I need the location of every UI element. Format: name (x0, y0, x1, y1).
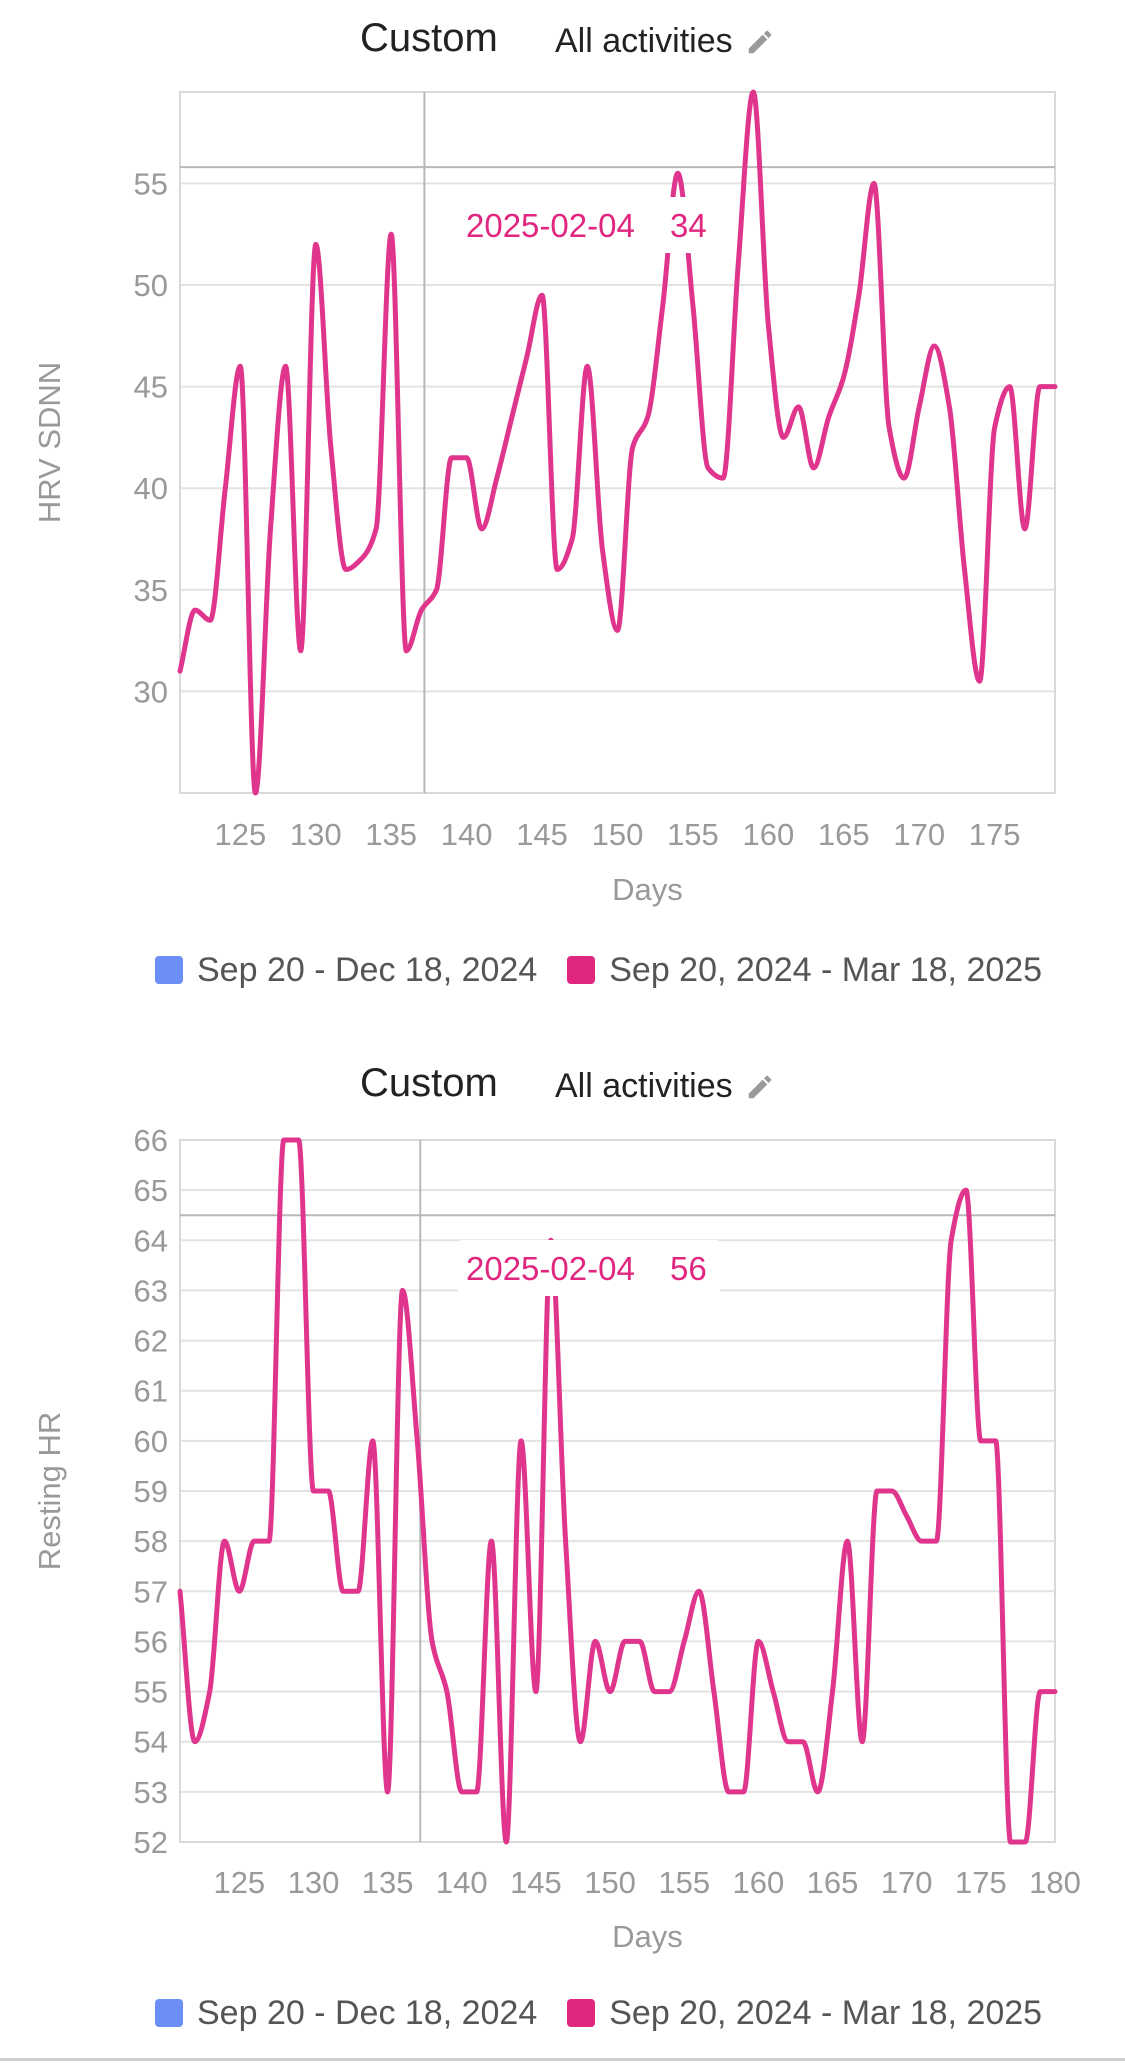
grid (180, 182, 1055, 693)
y-axis: 30 35 40 45 50 55 (134, 166, 168, 709)
pencil-icon (748, 1075, 771, 1098)
x-tick-label: 175 (969, 817, 1021, 852)
x-tick-label: 125 (214, 817, 266, 852)
activity-filter-label: All activities (555, 22, 733, 60)
x-tick-label: 140 (436, 1865, 488, 1900)
legend-item-primary[interactable]: Sep 20, 2024 - Mar 18, 2025 (567, 951, 1042, 990)
x-tick-label: 125 (213, 1865, 265, 1900)
hrv-chart-panel: Custom All activities 30 35 40 45 50 55 125 13… (0, 0, 1125, 1000)
y-tick-label: 35 (134, 573, 168, 608)
chart-header: Custom All activities (0, 1045, 1125, 1135)
tooltip-background (458, 1240, 720, 1296)
y-tick-label: 30 (134, 674, 168, 709)
x-tick-label: 170 (893, 817, 945, 852)
legend-item-comparison[interactable]: Sep 20 - Dec 18, 2024 (155, 951, 537, 990)
y-tick-label: 59 (134, 1474, 168, 1509)
y-tick-label: 57 (134, 1574, 168, 1609)
legend-label: Sep 20, 2024 - Mar 18, 2025 (609, 1993, 1043, 2032)
y-tick-label: 63 (134, 1273, 168, 1308)
legend-swatch-pink (567, 1999, 596, 2027)
legend-swatch-blue (155, 1999, 183, 2027)
bottom-divider (0, 2058, 1125, 2061)
resting-hr-chart-panel: Custom All activities 52 53 54 55 56 57 58 59 60… (0, 1045, 1125, 2064)
y-axis-title: HRV SDNN (32, 362, 67, 523)
x-tick-label: 160 (733, 1865, 785, 1900)
x-tick-label: 140 (441, 817, 493, 852)
legend-item-primary[interactable]: Sep 20, 2024 - Mar 18, 2025 (567, 1994, 1042, 2033)
tooltip-date: 2025-02-04 (466, 207, 635, 244)
y-tick-label: 52 (134, 1825, 168, 1860)
x-tick-label: 155 (667, 817, 719, 852)
legend: Sep 20 - Dec 18, 2024 Sep 20, 2024 - Mar… (155, 1991, 1072, 2035)
x-tick-label: 130 (290, 817, 342, 852)
tooltip-value: 34 (670, 207, 707, 244)
tooltip: 2025-02-04 34 (458, 197, 720, 253)
tooltip-date: 2025-02-04 (466, 1250, 635, 1287)
x-tick-label: 175 (955, 1865, 1007, 1900)
resting-hr-line-chart[interactable]: 52 53 54 55 56 57 58 59 60 61 62 63 64 65 66 125 130 135… (0, 1045, 1125, 2005)
x-tick-label: 135 (362, 1865, 414, 1900)
y-tick-label: 64 (134, 1223, 168, 1258)
y-tick-label: 55 (134, 1675, 168, 1710)
y-tick-label: 45 (134, 370, 168, 405)
period-title: Custom (360, 16, 498, 60)
x-tick-label: 165 (818, 817, 870, 852)
y-tick-label: 56 (134, 1624, 168, 1659)
tooltip-value: 56 (670, 1250, 707, 1287)
y-tick-label: 61 (134, 1374, 168, 1409)
tooltip-background (458, 197, 720, 253)
x-axis: 125 130 135 140 145 150 155 160 165 170 175 (214, 817, 1020, 852)
x-tick-label: 155 (658, 1865, 710, 1900)
y-tick-label: 54 (134, 1725, 168, 1760)
activity-filter-button[interactable]: All activities (555, 1067, 775, 1106)
x-tick-label: 150 (584, 1865, 636, 1900)
x-tick-label: 145 (510, 1865, 562, 1900)
y-tick-label: 62 (134, 1324, 168, 1359)
y-tick-label: 50 (134, 268, 168, 303)
x-tick-label: 130 (288, 1865, 340, 1900)
x-axis-title: Days (612, 1919, 683, 1954)
legend-swatch-pink (567, 956, 596, 984)
activity-filter-label: All activities (555, 1067, 733, 1105)
y-tick-label: 60 (134, 1424, 168, 1459)
x-tick-label: 160 (742, 817, 794, 852)
tooltip: 2025-02-04 56 (458, 1240, 720, 1296)
x-tick-label: 180 (1029, 1865, 1081, 1900)
legend-label: Sep 20, 2024 - Mar 18, 2025 (609, 950, 1043, 989)
y-tick-label: 65 (134, 1173, 168, 1208)
x-tick-label: 135 (365, 817, 417, 852)
activity-filter-button[interactable]: All activities (555, 22, 775, 61)
legend-label: Sep 20 - Dec 18, 2024 (197, 950, 538, 989)
period-title: Custom (360, 1061, 498, 1105)
pencil-icon (748, 30, 771, 53)
y-tick-label: 53 (134, 1775, 168, 1810)
y-axis-title: Resting HR (32, 1412, 67, 1571)
x-tick-label: 145 (516, 817, 568, 852)
plot-frame (179, 1139, 1056, 1843)
x-tick-label: 170 (881, 1865, 933, 1900)
x-tick-label: 165 (807, 1865, 859, 1900)
chart-header: Custom All activities (0, 0, 1125, 90)
legend-label: Sep 20 - Dec 18, 2024 (197, 1993, 538, 2032)
hrv-sdnn-line-chart[interactable]: 30 35 40 45 50 55 125 130 135 140 145 150 155 160 165… (0, 0, 1125, 920)
legend-item-comparison[interactable]: Sep 20 - Dec 18, 2024 (155, 1994, 537, 2033)
x-tick-label: 150 (592, 817, 644, 852)
legend: Sep 20 - Dec 18, 2024 Sep 20, 2024 - Mar… (155, 948, 1072, 992)
y-tick-label: 40 (134, 471, 168, 506)
series-line-sep20-2024-mar18-2025 (177, 89, 1058, 796)
y-tick-label: 55 (134, 166, 168, 201)
x-axis: 125 130 135 140 145 150 155 160 165 170 175 180 (213, 1865, 1080, 1900)
y-axis: 52 53 54 55 56 57 58 59 60 61 62 63 64 65 66 (134, 1123, 168, 1860)
series-line-sep20-2024-mar18-2025 (177, 1137, 1058, 1845)
plot-frame (179, 91, 1056, 794)
y-tick-label: 66 (134, 1123, 168, 1158)
y-tick-label: 58 (134, 1524, 168, 1559)
x-axis-title: Days (612, 872, 683, 907)
legend-swatch-blue (155, 956, 183, 984)
